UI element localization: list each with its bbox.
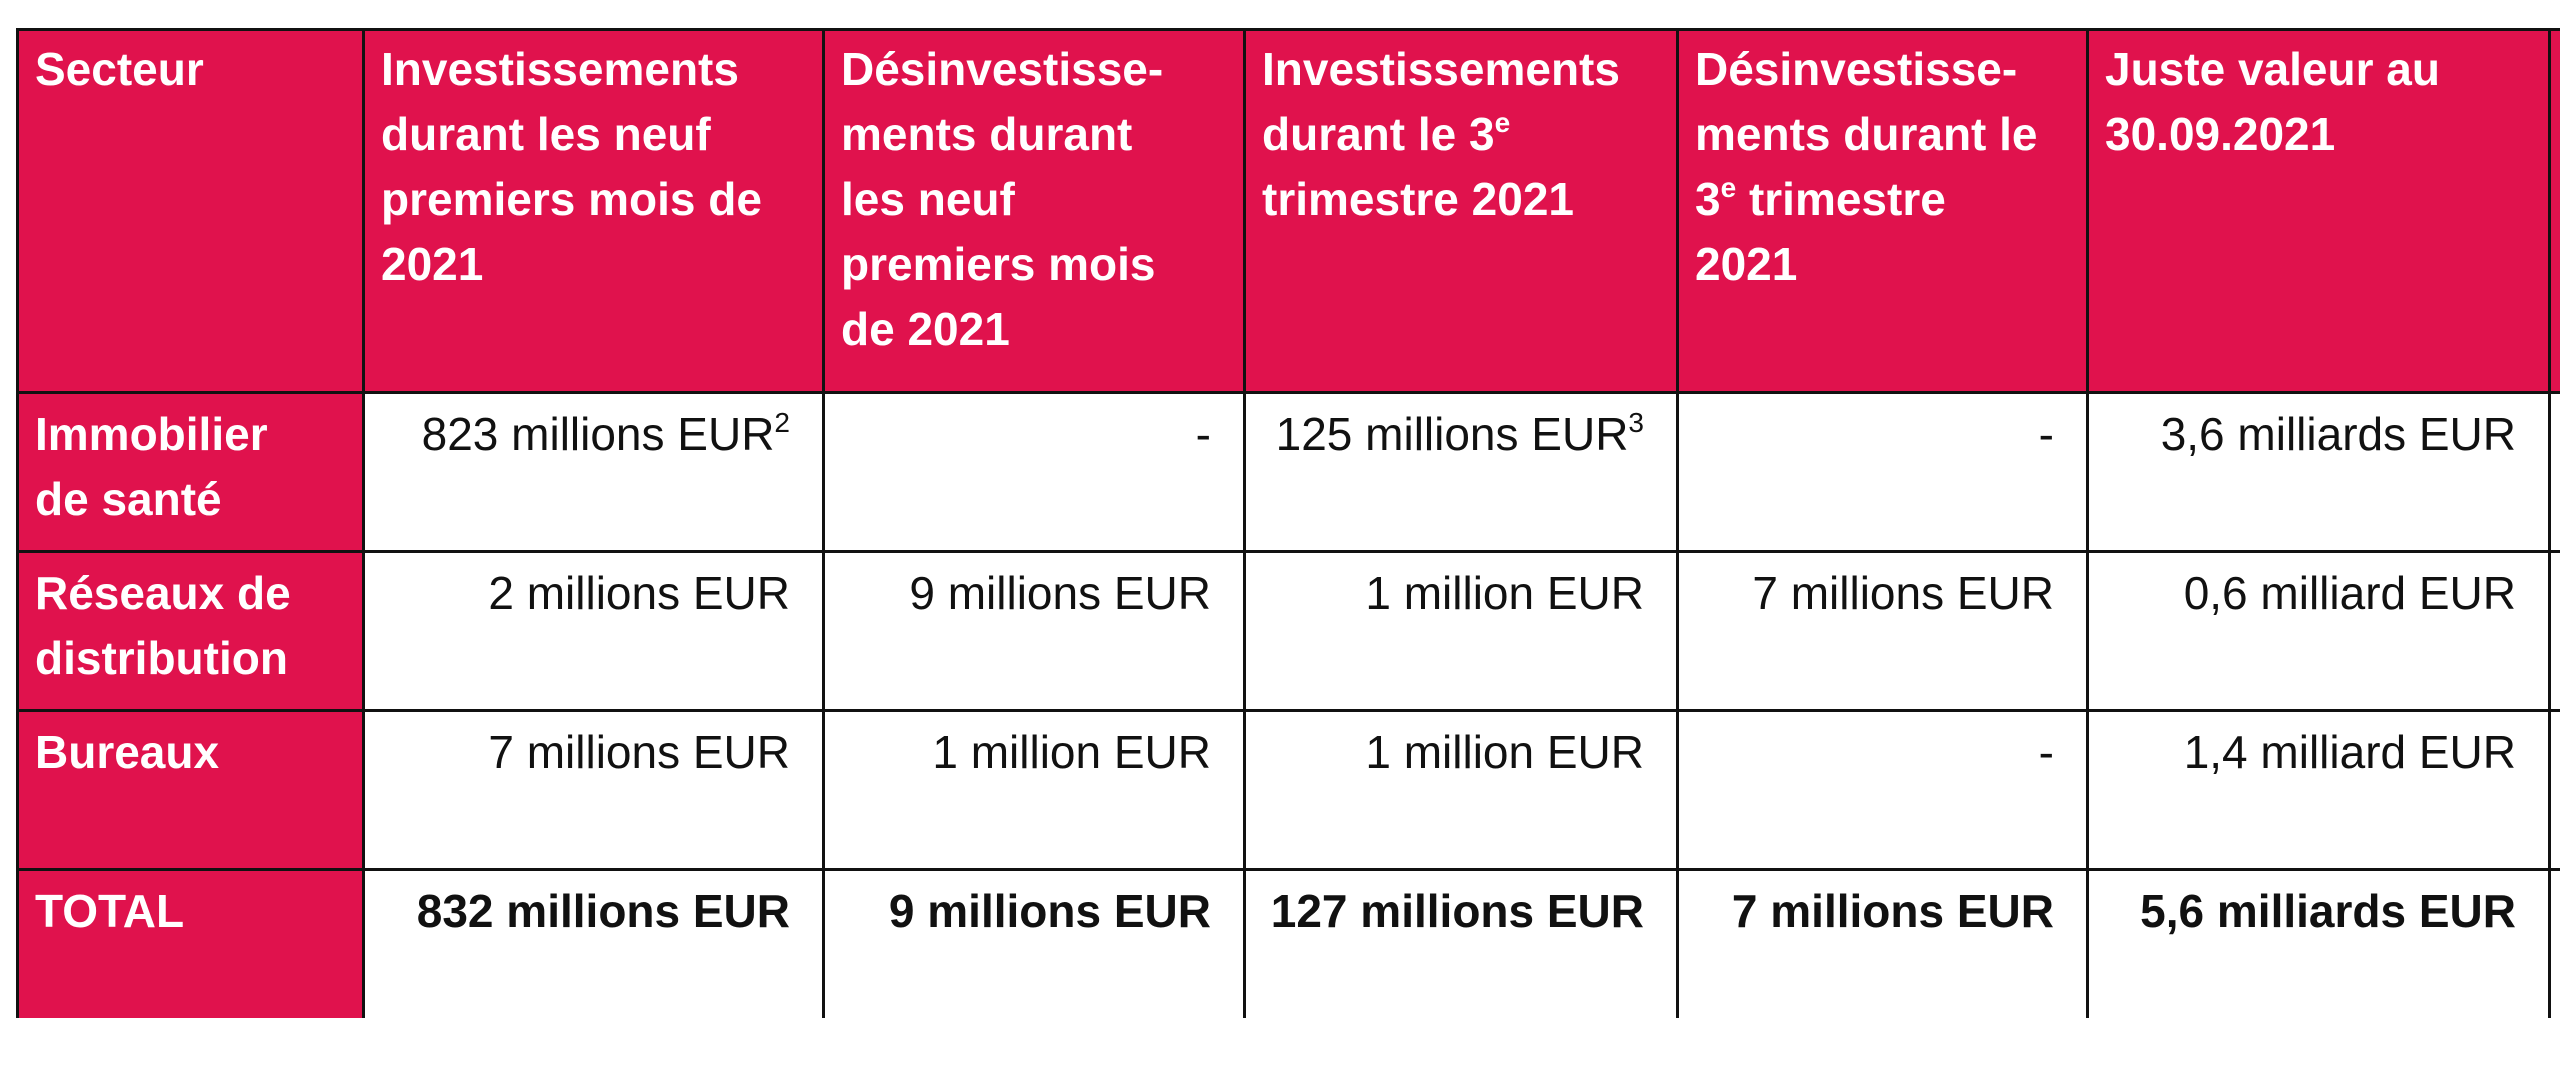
- row-label: Bureaux: [16, 709, 365, 871]
- header-divestments-q3-suffix: trimestre 2021: [1695, 173, 1946, 290]
- footnote-marker: 3: [1628, 407, 1644, 438]
- table-row-distribution: Réseaux de distribution 2 millions EUR 9…: [16, 550, 2560, 712]
- cell-divestments-q3: -: [1676, 709, 2089, 871]
- header-investments-q3-prefix: Investissements durant le 3: [1262, 43, 1620, 160]
- cell-investments-q3: 1 million EUR: [1243, 709, 1679, 871]
- row-label-total: TOTAL: [16, 868, 365, 1018]
- header-divestments-nine-months: Désinvestisse-ments durant les neuf prem…: [822, 28, 1246, 394]
- header-investments-q3-sup: e: [1494, 107, 1511, 138]
- cell-investments-nine-months: 7 millions EUR: [362, 709, 825, 871]
- cell-divestments-nine-months: -: [822, 391, 1246, 553]
- total-divestments-nine-months: 9 millions EUR: [822, 868, 1246, 1018]
- header-divestments-q3-sup: e: [1720, 172, 1737, 203]
- row-label: Réseaux de distribution: [16, 550, 365, 712]
- table-row-healthcare: Immobilier de santé 823 millions EUR2 - …: [16, 391, 2560, 553]
- edge-cell: [2548, 709, 2560, 871]
- cell-investments-nine-months: 2 millions EUR: [362, 550, 825, 712]
- header-investments-q3: Investissements durant le 3e trimestre 2…: [1243, 28, 1679, 394]
- header-row: Secteur Investissements durant les neuf …: [16, 28, 2560, 394]
- investment-table-container: Secteur Investissements durant les neuf …: [16, 28, 2560, 1018]
- cell-divestments-nine-months: 9 millions EUR: [822, 550, 1246, 712]
- cell-value: 125 millions EUR: [1275, 408, 1629, 460]
- cell-fair-value: 3,6 milliards EUR: [2086, 391, 2551, 553]
- cell-divestments-q3: 7 millions EUR: [1676, 550, 2089, 712]
- header-divestments-q3: Désinvestisse-ments durant le 3e trimest…: [1676, 28, 2089, 394]
- header-investments-nine-months: Investissements durant les neuf premiers…: [362, 28, 825, 394]
- header-fair-value: Juste valeur au 30.09.2021: [2086, 28, 2551, 394]
- header-divestments-q3-prefix: Désinvestisse-ments durant le 3: [1695, 43, 2038, 225]
- header-sector: Secteur: [16, 28, 365, 394]
- edge-cell: [2548, 868, 2560, 1018]
- cell-divestments-q3: -: [1676, 391, 2089, 553]
- cell-divestments-nine-months: 1 million EUR: [822, 709, 1246, 871]
- footnote-marker: 2: [774, 407, 790, 438]
- header-investments-q3-suffix: trimestre 2021: [1262, 173, 1574, 225]
- edge-cell: [2548, 391, 2560, 553]
- total-divestments-q3: 7 millions EUR: [1676, 868, 2089, 1018]
- total-investments-q3: 127 millions EUR: [1243, 868, 1679, 1018]
- total-investments-nine-months: 832 millions EUR: [362, 868, 825, 1018]
- cell-investments-q3: 125 millions EUR3: [1243, 391, 1679, 553]
- cell-fair-value: 1,4 milliard EUR: [2086, 709, 2551, 871]
- edge-cell: [2548, 550, 2560, 712]
- total-fair-value: 5,6 milliards EUR: [2086, 868, 2551, 1018]
- cell-investments-q3: 1 million EUR: [1243, 550, 1679, 712]
- row-label: Immobilier de santé: [16, 391, 365, 553]
- cell-value: 823 millions EUR: [421, 408, 775, 460]
- table-row-total: TOTAL 832 millions EUR 9 millions EUR 12…: [16, 868, 2560, 1018]
- header-edge-cell: [2548, 28, 2560, 394]
- cell-investments-nine-months: 823 millions EUR2: [362, 391, 825, 553]
- table-row-offices: Bureaux 7 millions EUR 1 million EUR 1 m…: [16, 709, 2560, 871]
- cell-fair-value: 0,6 milliard EUR: [2086, 550, 2551, 712]
- investment-table: Secteur Investissements durant les neuf …: [16, 28, 2560, 1018]
